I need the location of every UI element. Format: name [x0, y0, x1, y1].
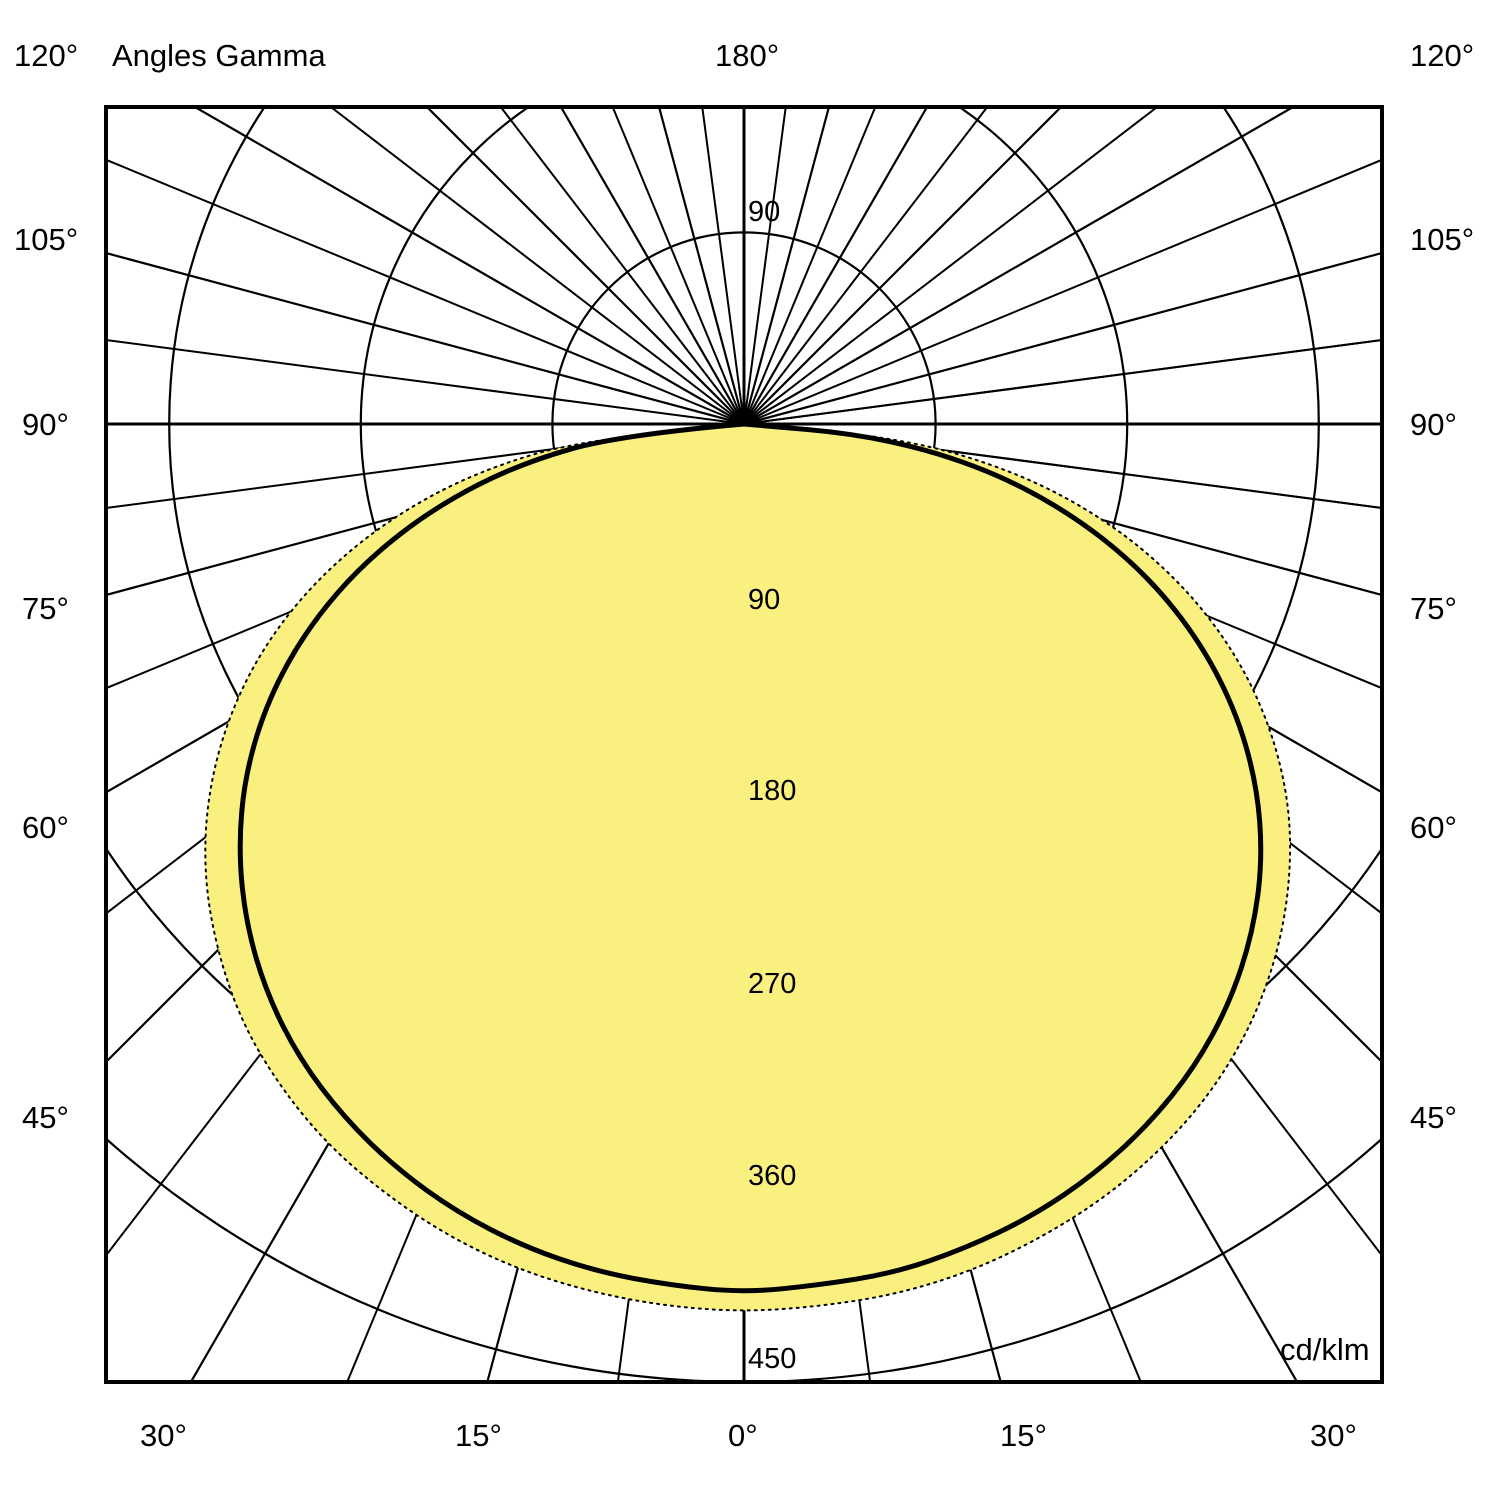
distribution-curves	[204, 421, 1292, 1312]
distribution-fill	[205, 424, 1291, 1311]
gamma-label-right-90: 90°	[1410, 407, 1457, 442]
gamma-label-left-45: 45°	[22, 1100, 69, 1135]
gamma-label-left-120: 120°	[14, 38, 79, 73]
page-title: Angles Gamma	[112, 38, 326, 73]
radial-label-90-top: 90	[748, 196, 781, 228]
radial-label-360: 360	[748, 1160, 797, 1192]
radial-label-180: 180	[748, 775, 797, 807]
radial-label-270: 270	[748, 968, 797, 1000]
gamma-label-top-180: 180°	[715, 38, 780, 73]
radial-label-90: 90	[748, 584, 781, 616]
gamma-label-right-105: 105°	[1410, 222, 1475, 257]
gamma-label-bottom-15-right: 15°	[1000, 1418, 1047, 1453]
gamma-label-left-60: 60°	[22, 810, 69, 845]
gamma-label-right-60: 60°	[1410, 810, 1457, 845]
gamma-label-right-120: 120°	[1410, 38, 1475, 73]
gamma-label-bottom-30-right: 30°	[1310, 1418, 1357, 1453]
radial-label-450: 450	[748, 1343, 797, 1375]
gamma-label-right-45: 45°	[1410, 1100, 1457, 1135]
gamma-label-left-75: 75°	[22, 591, 69, 626]
gamma-label-left-90: 90°	[22, 407, 69, 442]
gamma-label-right-75: 75°	[1410, 591, 1457, 626]
gamma-label-bottom-30-left: 30°	[140, 1418, 187, 1453]
gamma-label-bottom-0: 0°	[728, 1418, 758, 1453]
unit-label: cd/klm	[1280, 1332, 1370, 1367]
plot-frame	[104, 105, 1384, 1384]
gamma-label-bottom-15-left: 15°	[455, 1418, 502, 1453]
gamma-label-left-105: 105°	[14, 222, 79, 257]
